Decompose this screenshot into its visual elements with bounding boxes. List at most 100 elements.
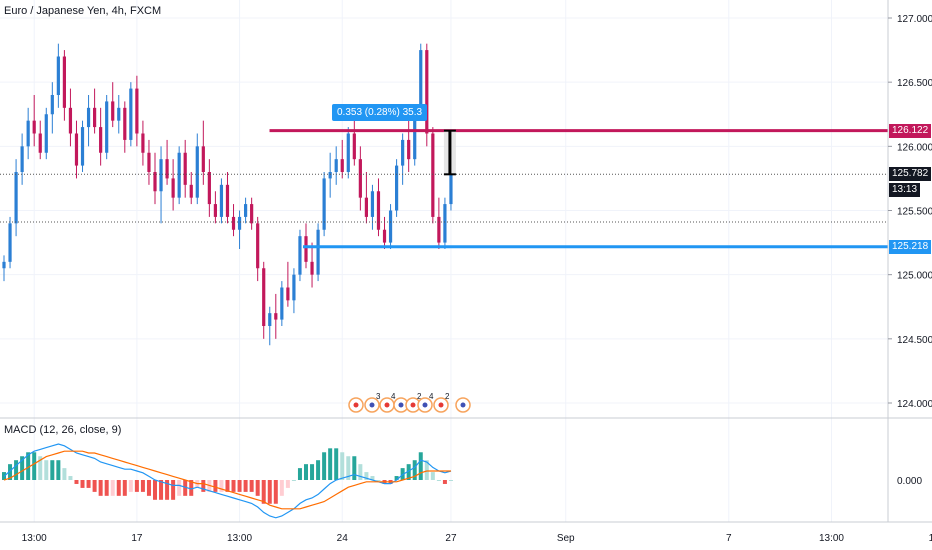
candle-body [250, 204, 254, 224]
signal-line [3, 450, 451, 510]
candle-body [304, 236, 308, 262]
macd-histogram-bar [267, 480, 272, 504]
candle-body [189, 184, 193, 198]
candle-body [425, 50, 429, 134]
candle-body [413, 114, 417, 160]
macd-histogram-bar [50, 460, 55, 480]
candle-body [407, 139, 411, 160]
candle-body [219, 184, 224, 217]
candle-body [419, 50, 423, 115]
candle-body [316, 229, 320, 275]
x-tick-label: 27 [445, 533, 457, 544]
grid-lines [0, 0, 888, 522]
candle-body [135, 88, 139, 134]
measure-tooltip: 0.353 (0.28%) 35.3 [332, 103, 428, 121]
candle-body [388, 210, 393, 243]
x-tick-label: 17 [131, 533, 143, 544]
macd-histogram-bar [304, 464, 308, 480]
candle-body [346, 133, 350, 172]
macd-histogram-bar [219, 480, 224, 492]
event-marker-dot [410, 402, 416, 408]
candle-body [159, 159, 163, 192]
x-tick-label: 24 [337, 533, 349, 544]
candle-body [237, 216, 242, 230]
y-tick-label: 126.000 [897, 142, 932, 153]
event-marker-dot [460, 402, 466, 408]
candle-body [370, 191, 375, 217]
macd-histogram-bar [32, 452, 37, 480]
macd-histogram-bar [291, 480, 296, 481]
candle-body [195, 146, 199, 198]
macd-histogram-bar [68, 476, 73, 480]
candle-body [86, 107, 91, 128]
macd-histogram-bar [146, 480, 151, 496]
candle-body [80, 127, 85, 166]
macd-histogram-bar [140, 480, 145, 492]
candle-body [352, 133, 356, 160]
macd-histogram-bar [448, 480, 453, 481]
candle-body [225, 184, 230, 217]
y-tick-label: 126.500 [897, 78, 932, 89]
candle-body [2, 261, 6, 269]
candle-body [395, 165, 399, 211]
macd-histogram-bar [213, 480, 218, 492]
macd-histogram-bar [74, 480, 79, 484]
candle-body [38, 133, 42, 153]
x-tick-label: 13:00 [22, 533, 47, 544]
macd-histogram-bar [189, 480, 194, 496]
macd-histogram-bar [316, 460, 321, 480]
macd-histogram-bar [436, 480, 441, 481]
candle-body [256, 223, 260, 269]
candle-body [74, 133, 79, 166]
candle-body [280, 287, 284, 320]
macd-histogram-bar [56, 460, 61, 480]
macd-histogram-bar [159, 480, 164, 500]
macd-histogram-bar [412, 460, 417, 480]
y-tick-label: 124.500 [897, 335, 932, 346]
y-tick-label: 124.000 [897, 399, 932, 410]
macd-histogram-bar [177, 480, 182, 496]
macd-title: MACD (12, 26, close, 9) [4, 424, 122, 436]
x-tick-label: 13:00 [819, 533, 844, 544]
candle-body [171, 178, 175, 198]
event-marker-dot [353, 402, 359, 408]
chart-title: Euro / Japanese Yen, 4h, FXCM [4, 5, 162, 17]
candle-body [449, 174, 453, 205]
event-marker-count: 4 [391, 392, 396, 401]
support-price-tag: 125.218 [889, 239, 932, 254]
macd-histogram-bar [171, 480, 176, 500]
candle-body [334, 159, 338, 172]
candle-body [123, 107, 127, 140]
event-marker-count: 2 [445, 392, 450, 401]
x-tick-label: Sep [557, 533, 575, 544]
macd-histogram-bar [261, 480, 266, 504]
event-marker-count: 2 [417, 392, 422, 401]
macd-histogram-bar [249, 480, 254, 492]
event-marker-dot [438, 402, 444, 408]
candle-body [401, 139, 405, 166]
y-tick-label: 125.000 [897, 271, 932, 282]
macd-histogram-bar [352, 456, 357, 480]
macd-histogram-bar [237, 480, 242, 492]
macd-histogram-bar [394, 476, 399, 480]
macd-histogram-bar [183, 480, 188, 496]
candle-body [56, 56, 60, 95]
candle-body [382, 229, 387, 243]
candle-body [62, 56, 66, 108]
event-marker-dot [384, 402, 390, 408]
candle-body [274, 313, 278, 320]
macd-histogram-bar [8, 464, 13, 480]
event-marker-dot [369, 402, 375, 408]
macd-histogram-bar [310, 464, 315, 480]
macd-histogram-bar [165, 480, 170, 500]
candles [2, 43, 453, 346]
x-tick-label: 13:00 [227, 533, 252, 544]
candle-body [32, 120, 36, 134]
candle-body [358, 159, 362, 198]
macd-histogram-bar [418, 452, 423, 480]
macd-histogram-bar [20, 456, 25, 480]
macd-histogram-bar [104, 480, 109, 496]
candle-body [364, 197, 368, 217]
